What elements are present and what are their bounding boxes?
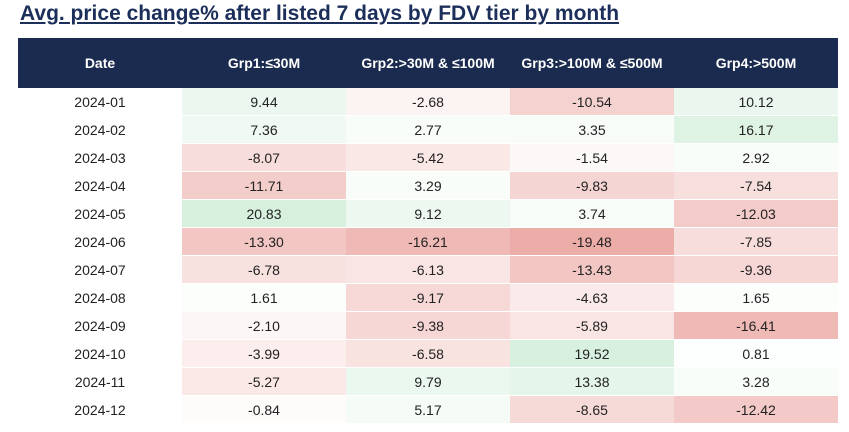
date-cell: 2024-11 [18, 367, 182, 396]
value-cell: 3.74 [510, 199, 674, 228]
value-cell: -6.13 [346, 255, 510, 284]
table: Date Grp1:≤30M Grp2:>30M & ≤100M Grp3:>100M… [18, 38, 838, 424]
value-cell: 3.29 [346, 171, 510, 200]
table-row: 2024-10 -3.99 -6.58 19.52 0.81 [18, 339, 838, 368]
table-row: 2024-01 9.44 -2.68 -10.54 10.12 [18, 88, 838, 116]
table-row: 2024-11 -5.27 9.79 13.38 3.28 [18, 367, 838, 396]
value-cell: 9.12 [346, 199, 510, 228]
value-cell: 1.65 [674, 283, 838, 312]
date-cell: 2024-01 [18, 88, 182, 116]
value-cell: 16.17 [674, 115, 838, 144]
column-header: Date [18, 38, 182, 88]
value-cell: 13.38 [510, 367, 674, 396]
value-cell: -5.42 [346, 143, 510, 172]
value-cell: 19.52 [510, 339, 674, 368]
value-cell: 2.92 [674, 143, 838, 172]
value-cell: 7.36 [182, 115, 346, 144]
value-cell: -13.43 [510, 255, 674, 284]
column-header: Grp4:>500M [674, 38, 838, 88]
date-cell: 2024-04 [18, 171, 182, 200]
value-cell: -1.54 [510, 143, 674, 172]
value-cell: -16.41 [674, 311, 838, 340]
table-row: 2024-02 7.36 2.77 3.35 16.17 [18, 115, 838, 144]
date-cell: 2024-02 [18, 115, 182, 144]
table-row: 2024-07 -6.78 -6.13 -13.43 -9.36 [18, 255, 838, 284]
value-cell: 1.61 [182, 283, 346, 312]
date-cell: 2024-03 [18, 143, 182, 172]
value-cell: 2.77 [346, 115, 510, 144]
value-cell: 5.17 [346, 395, 510, 424]
date-cell: 2024-08 [18, 283, 182, 312]
date-cell: 2024-10 [18, 339, 182, 368]
value-cell: -19.48 [510, 227, 674, 256]
value-cell: -9.38 [346, 311, 510, 340]
value-cell: -13.30 [182, 227, 346, 256]
date-cell: 2024-07 [18, 255, 182, 284]
table-row: 2024-03 -8.07 -5.42 -1.54 2.92 [18, 143, 838, 172]
value-cell: -4.63 [510, 283, 674, 312]
value-cell: -6.58 [346, 339, 510, 368]
value-cell: -9.17 [346, 283, 510, 312]
column-header: Grp2:>30M & ≤100M [346, 38, 510, 88]
title: Avg. price change% after listed 7 days b… [20, 2, 620, 25]
header-row: Date Grp1:≤30M Grp2:>30M & ≤100M Grp3:>100M… [18, 38, 838, 88]
value-cell: 0.81 [674, 339, 838, 368]
table-row: 2024-04 -11.71 3.29 -9.83 -7.54 [18, 171, 838, 200]
value-cell: 9.79 [346, 367, 510, 396]
value-cell: -7.85 [674, 227, 838, 256]
value-cell: 3.35 [510, 115, 674, 144]
table-row: 2024-08 1.61 -9.17 -4.63 1.65 [18, 283, 838, 312]
value-cell: -8.65 [510, 395, 674, 424]
date-cell: 2024-12 [18, 395, 182, 424]
value-cell: -5.27 [182, 367, 346, 396]
value-cell: -2.68 [346, 88, 510, 116]
value-cell: 9.44 [182, 88, 346, 116]
value-cell: -7.54 [674, 171, 838, 200]
table-row: 2024-12 -0.84 5.17 -8.65 -12.42 [18, 395, 838, 424]
value-cell: 10.12 [674, 88, 838, 116]
value-cell: -9.36 [674, 255, 838, 284]
value-cell: 20.83 [182, 199, 346, 228]
value-cell: -2.10 [182, 311, 346, 340]
date-cell: 2024-06 [18, 227, 182, 256]
value-cell: -0.84 [182, 395, 346, 424]
value-cell: 3.28 [674, 367, 838, 396]
table-row: 2024-09 -2.10 -9.38 -5.89 -16.41 [18, 311, 838, 340]
table-row: 2024-06 -13.30 -16.21 -19.48 -7.85 [18, 227, 838, 256]
column-header: Grp1:≤30M [182, 38, 346, 88]
value-cell: -8.07 [182, 143, 346, 172]
value-cell: -3.99 [182, 339, 346, 368]
value-cell: -9.83 [510, 171, 674, 200]
date-cell: 2024-09 [18, 311, 182, 340]
date-cell: 2024-05 [18, 199, 182, 228]
value-cell: -12.42 [674, 395, 838, 424]
column-header: Grp3:>100M & ≤500M [510, 38, 674, 88]
value-cell: -10.54 [510, 88, 674, 116]
value-cell: -12.03 [674, 199, 838, 228]
table-row: 2024-05 20.83 9.12 3.74 -12.03 [18, 199, 838, 228]
value-cell: -5.89 [510, 311, 674, 340]
value-cell: -6.78 [182, 255, 346, 284]
value-cell: -16.21 [346, 227, 510, 256]
value-cell: -11.71 [182, 171, 346, 200]
